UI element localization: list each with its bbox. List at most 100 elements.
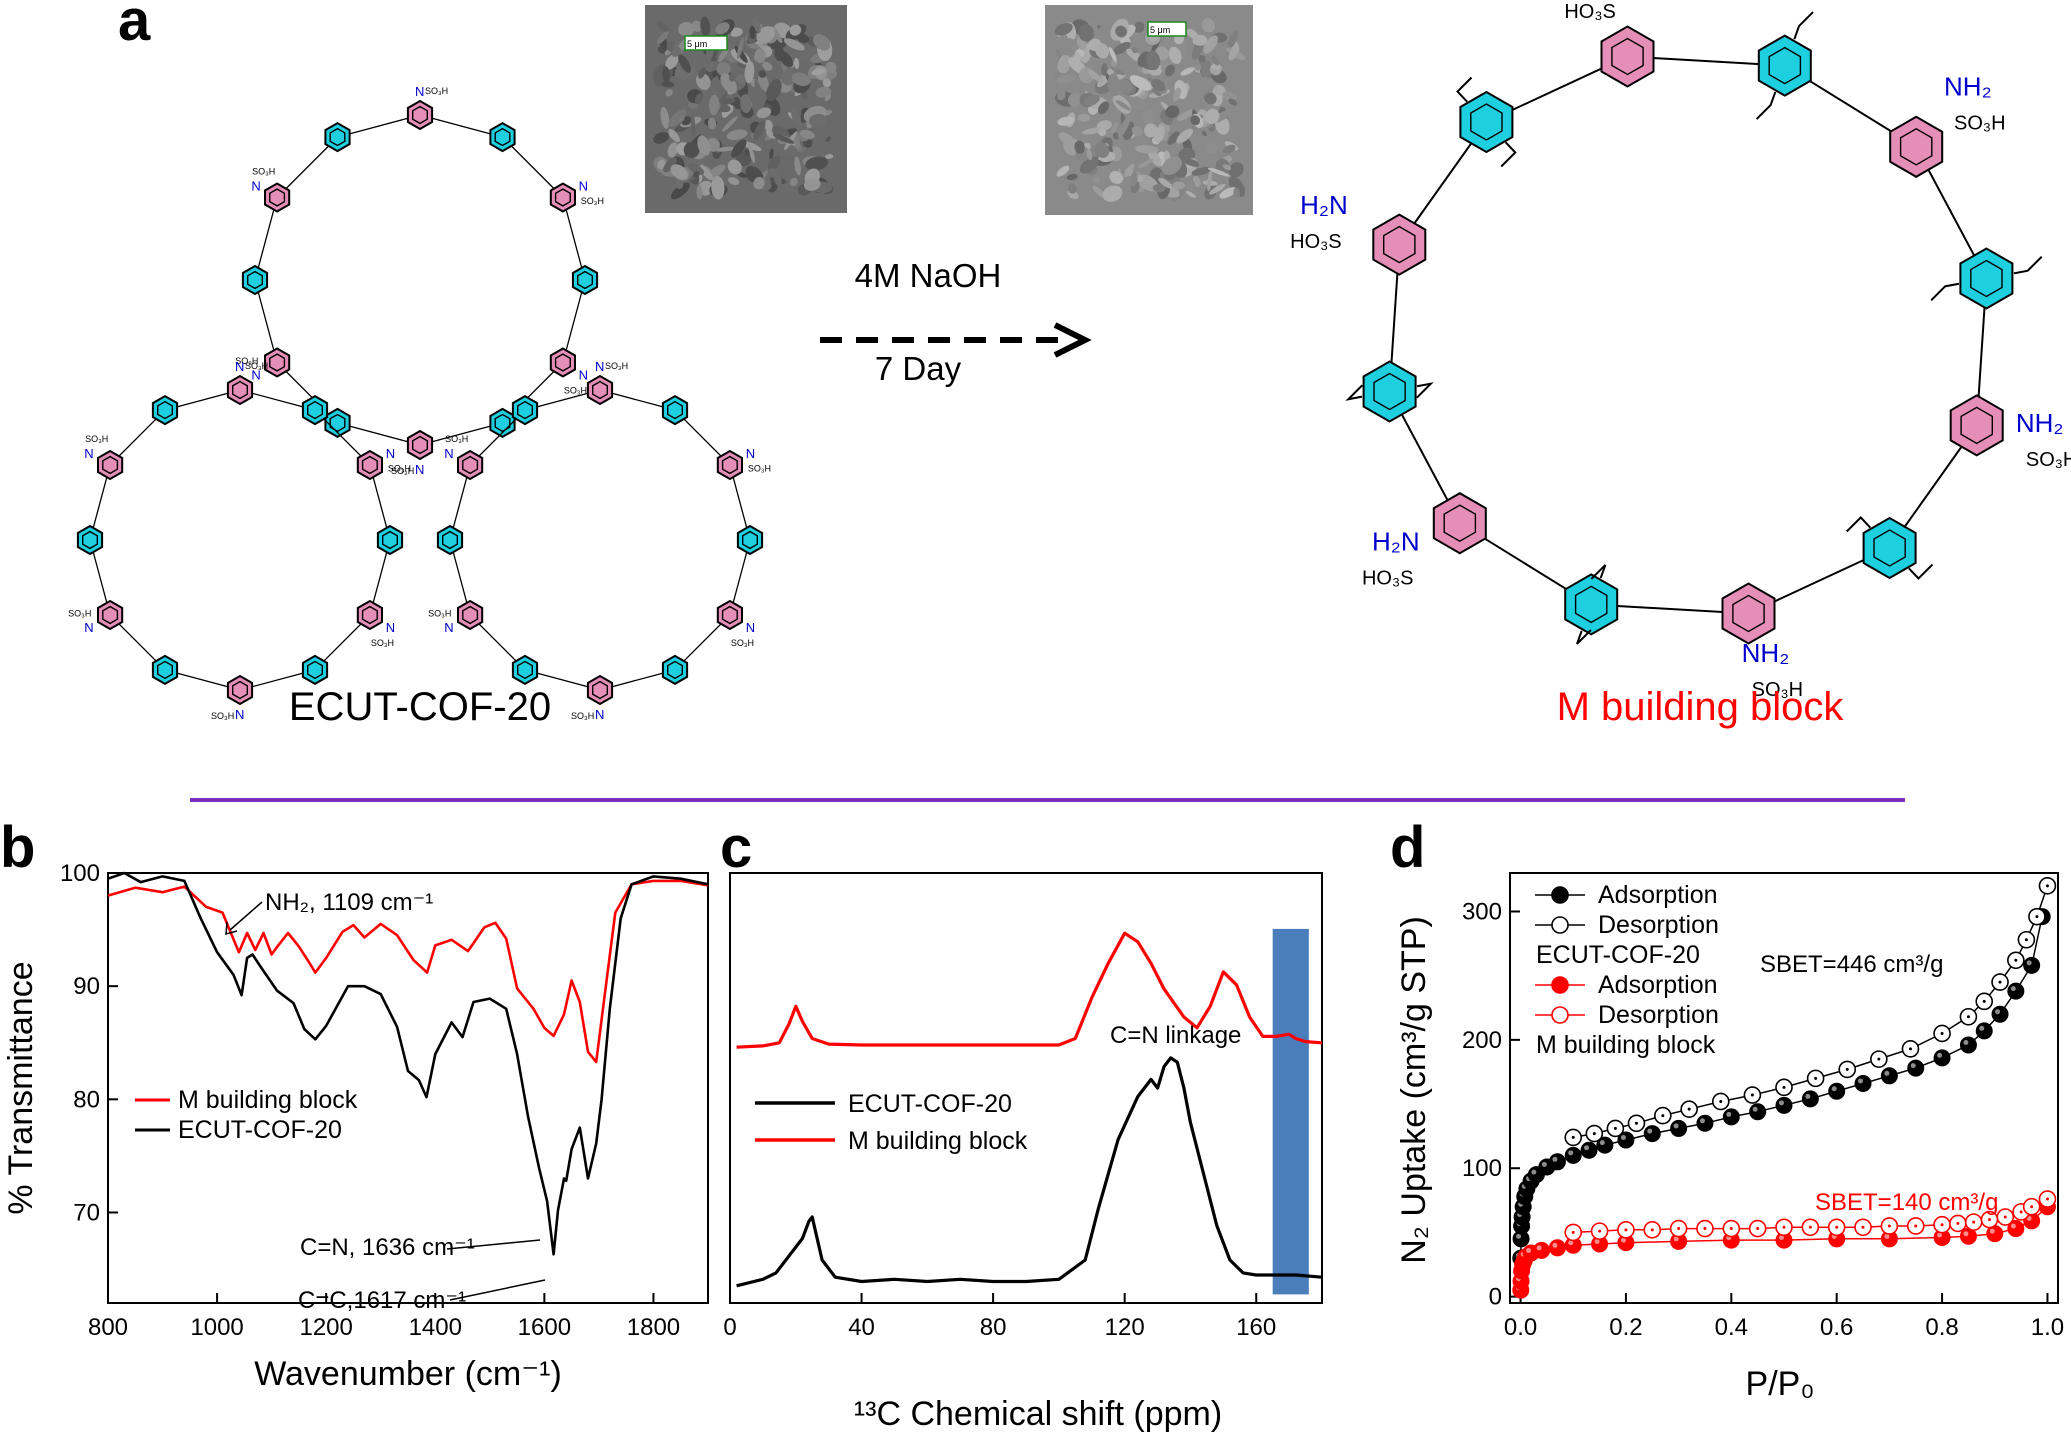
cof-ring-pink-inner bbox=[554, 353, 571, 372]
data-point-highlight bbox=[1937, 1052, 1943, 1058]
sem-texture-grain bbox=[1078, 113, 1090, 122]
sem-texture-grain bbox=[789, 177, 798, 187]
legend-m-block: M building block bbox=[178, 1086, 358, 1114]
benzene-ring-pink-inner bbox=[1732, 594, 1765, 633]
legend-marker bbox=[1551, 976, 1569, 994]
sem-texture-grain bbox=[1185, 180, 1196, 192]
x-tick-label: 0.6 bbox=[1820, 1314, 1853, 1341]
cof-ring-cyan bbox=[571, 264, 599, 296]
sem-texture-grain bbox=[1203, 35, 1218, 54]
sem-texture-grain bbox=[796, 33, 810, 43]
sem-texture-grain bbox=[728, 74, 736, 82]
imine-n-label: N bbox=[444, 446, 453, 461]
imine-n-label: N bbox=[595, 707, 604, 722]
imine-n-label: N bbox=[235, 707, 244, 722]
sem-texture-grain bbox=[1198, 55, 1206, 63]
panel-c-letter: c bbox=[720, 815, 752, 880]
sem-texture-grain bbox=[1098, 101, 1110, 115]
sem-texture-grain bbox=[1118, 79, 1133, 94]
sem-texture-grain bbox=[754, 48, 766, 63]
sem-texture-grain bbox=[1067, 183, 1077, 194]
benzene-ring-pink bbox=[1889, 115, 1944, 178]
data-point-adsorption bbox=[1959, 1036, 1977, 1054]
data-point-center bbox=[1940, 1223, 1944, 1227]
sem-texture-grain bbox=[693, 171, 700, 178]
cof-ring-cyan bbox=[151, 654, 179, 686]
data-point-highlight bbox=[1995, 1009, 2001, 1015]
cof-ring-pink-inner bbox=[554, 188, 571, 207]
annotation-cn-linkage: C=N linkage bbox=[1110, 1022, 1241, 1049]
benzene-ring-cyan bbox=[1757, 34, 1812, 97]
cof-ring-cyan bbox=[301, 394, 329, 426]
sem-texture-grain bbox=[739, 21, 749, 30]
arrow-icon bbox=[225, 921, 238, 936]
sulfonic-acid-label: SO₃H bbox=[571, 711, 594, 721]
sem-texture-grain bbox=[1057, 116, 1075, 126]
data-point-adsorption bbox=[1548, 1239, 1566, 1257]
cof-ring-pink bbox=[264, 347, 291, 378]
imine-n-label: N bbox=[386, 620, 395, 635]
sem-texture-grain bbox=[1201, 130, 1208, 137]
data-point-adsorption bbox=[1828, 1082, 1846, 1100]
sem-texture-grain bbox=[1131, 46, 1139, 54]
panel-b-letter: b bbox=[0, 815, 35, 880]
sem-texture-grain bbox=[1191, 166, 1212, 176]
highlight-band bbox=[1272, 928, 1309, 1295]
legend-cof: ECUT-COF-20 bbox=[848, 1090, 1012, 1118]
data-point-highlight bbox=[1584, 1145, 1590, 1151]
data-point-center bbox=[1661, 1114, 1665, 1118]
panel-d-letter: d bbox=[1390, 815, 1425, 880]
data-point-center bbox=[1956, 1221, 1960, 1225]
data-point-adsorption bbox=[1722, 1108, 1740, 1126]
sem-texture-grain bbox=[708, 94, 720, 116]
cof-ring-cyan bbox=[301, 654, 329, 686]
cof-ring-pink-inner bbox=[721, 455, 738, 475]
data-point-center bbox=[1750, 1093, 1754, 1097]
sem-texture-grain bbox=[668, 129, 680, 143]
cof-ring-cyan bbox=[661, 654, 689, 686]
x-tick-label: 120 bbox=[1105, 1314, 1145, 1341]
legend-m-block: M building block bbox=[848, 1127, 1028, 1155]
sem-texture-grain bbox=[799, 129, 815, 140]
data-point-center bbox=[1571, 1135, 1575, 1139]
data-point-center bbox=[1592, 1132, 1596, 1136]
sem-texture-grain bbox=[815, 86, 832, 98]
sem-texture-grain bbox=[1101, 63, 1108, 76]
imine-n-label: N bbox=[579, 368, 588, 383]
x-tick-label: 80 bbox=[980, 1314, 1007, 1341]
sem-texture-grain bbox=[1081, 127, 1105, 135]
vinyl-group bbox=[1846, 516, 1872, 533]
sulfonic-acid-label: SO₃H bbox=[731, 638, 754, 648]
data-point-center bbox=[1703, 1227, 1707, 1231]
cof-ring-cyan-inner bbox=[742, 530, 758, 550]
cof-ring-cyan bbox=[511, 394, 539, 426]
x-tick-label: 1800 bbox=[627, 1314, 680, 1341]
scale-bar-box bbox=[1147, 21, 1187, 37]
data-point-highlight bbox=[1541, 1161, 1547, 1167]
sem-texture-grain bbox=[657, 159, 666, 170]
cof-ring-pink-inner bbox=[102, 605, 119, 625]
annotation-sbet-cof: SBET=446 cm³/g bbox=[1760, 951, 1943, 978]
sem-texture-grain bbox=[1130, 171, 1138, 187]
legend-cof: ECUT-COF-20 bbox=[178, 1116, 342, 1144]
vinyl-group bbox=[1345, 384, 1364, 401]
sem-texture-grain bbox=[696, 185, 703, 200]
sem-texture-grain bbox=[1158, 177, 1173, 189]
data-point-center bbox=[2035, 915, 2039, 919]
sem-texture-grain bbox=[1092, 185, 1106, 198]
amine-label: H₂N bbox=[1372, 527, 1420, 557]
sulfonic-acid-label: SO₃H bbox=[748, 463, 771, 473]
sem-texture-grain bbox=[1199, 59, 1215, 79]
x-tick-label: 0.4 bbox=[1715, 1314, 1748, 1341]
data-point-center bbox=[1782, 1085, 1786, 1089]
imine-n-label: N bbox=[595, 359, 604, 374]
series-line-ecut-cof-20 bbox=[107, 871, 709, 1256]
sem-texture-grain bbox=[721, 98, 736, 105]
sem-texture-grain bbox=[808, 113, 827, 127]
sem-texture-grain bbox=[811, 68, 826, 76]
benzene-ring-pink bbox=[1372, 213, 1427, 276]
cof-ring-pink bbox=[549, 182, 576, 213]
data-point-highlight bbox=[1910, 1063, 1916, 1069]
sem-texture-grain bbox=[805, 156, 829, 171]
data-point-adsorption bbox=[1548, 1153, 1566, 1171]
